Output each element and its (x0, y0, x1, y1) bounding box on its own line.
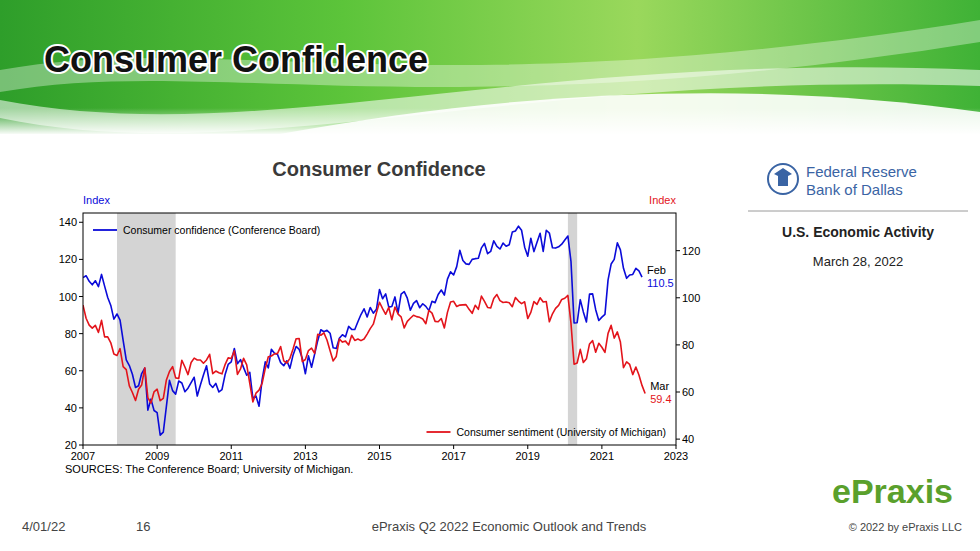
y-tick-label: 80 (65, 328, 77, 340)
shaded-period (117, 213, 176, 445)
y-tick-label: 140 (59, 216, 77, 228)
report-title: U.S. Economic Activity (782, 224, 934, 240)
x-tick (231, 445, 232, 449)
x-tick-label: 2009 (145, 450, 169, 462)
legend-swatch (93, 229, 117, 231)
end-value-text: 110.5 (647, 277, 674, 289)
footer-title: ePraxis Q2 2022 Economic Outlook and Tre… (372, 519, 647, 534)
footer: 4/01/22 16 ePraxis Q2 2022 Economic Outloo… (22, 519, 962, 534)
org-name: Federal Reserve (806, 163, 917, 180)
y2-tick (676, 392, 680, 393)
y-tick (79, 296, 83, 297)
x-tick-label: 2007 (71, 450, 95, 462)
y2-tick (676, 439, 680, 440)
y-tick (79, 370, 83, 371)
y2-tick-label: 120 (682, 245, 700, 257)
x-tick-label: 2017 (441, 450, 465, 462)
org-name: Bank of Dallas (806, 181, 903, 198)
fed-eagle (774, 168, 792, 186)
x-tick (379, 445, 380, 449)
x-tick-label: 2013 (293, 450, 317, 462)
legend-label: Consumer sentiment (University of Michig… (457, 426, 667, 438)
footer-date: 4/01/22 (22, 519, 65, 534)
x-tick (83, 445, 84, 449)
logo: ePraxis (832, 472, 953, 510)
end-label-text: Mar (650, 380, 669, 392)
y2-tick-label: 60 (682, 386, 694, 398)
y-tick-label: 40 (65, 402, 77, 414)
x-tick-label: 2023 (664, 450, 688, 462)
y2-axis-label: Index (649, 194, 676, 206)
y2-tick (676, 250, 680, 251)
header: Consumer Confidence (0, 0, 980, 135)
y2-tick-label: 100 (682, 292, 700, 304)
x-tick (305, 445, 306, 449)
legend-swatch (427, 431, 451, 433)
y2-tick (676, 297, 680, 298)
slide-title: Consumer Confidence (44, 39, 428, 80)
report-date: March 28, 2022 (813, 254, 903, 269)
series-line (83, 226, 642, 435)
end-value-text: 59.4 (650, 393, 671, 405)
source-panel: Federal ReserveBank of Dallas U.S. Econom… (748, 163, 968, 269)
chart: Consumer Confidence 2007 2009 2011 2013 2015 2… (59, 158, 701, 475)
x-tick (527, 445, 528, 449)
y-tick (79, 259, 83, 260)
x-tick (601, 445, 602, 449)
y-tick (79, 333, 83, 334)
plot-area (83, 213, 645, 445)
y-tick (79, 407, 83, 408)
plot-frame (83, 213, 676, 445)
y2-tick-label: 40 (682, 433, 694, 445)
y-tick-label: 100 (59, 291, 77, 303)
chart-source: SOURCES: The Conference Board; Universit… (65, 463, 353, 475)
x-tick-label: 2021 (590, 450, 614, 462)
x-tick (157, 445, 158, 449)
chart-title: Consumer Confidence (272, 158, 485, 180)
x-tick-label: 2011 (219, 450, 243, 462)
copyright: © 2022 by ePraxis LLC (849, 521, 962, 533)
y2-tick-label: 80 (682, 339, 694, 351)
y-tick-label: 20 (65, 439, 77, 451)
legend: Consumer confidence (Conference Board) Co… (93, 224, 666, 438)
x-tick-label: 2019 (516, 450, 540, 462)
slide-body (0, 134, 980, 551)
x-tick (676, 445, 677, 449)
y2-tick (676, 344, 680, 345)
y-tick (79, 445, 83, 446)
header-band (0, 0, 980, 134)
fed-seal (768, 164, 798, 194)
y-axis-label: Index (83, 194, 110, 206)
logo-text: ePraxis (832, 472, 953, 510)
y-tick-label: 60 (65, 365, 77, 377)
slide: Consumer Confidence Federal ReserveBank o… (0, 0, 980, 551)
divider (748, 211, 968, 212)
page-number: 16 (136, 519, 150, 534)
y-tick (79, 222, 83, 223)
y-tick-label: 120 (59, 253, 77, 265)
end-label: Mar59.4 (650, 380, 671, 405)
x-tick-label: 2015 (367, 450, 391, 462)
x-tick (453, 445, 454, 449)
header-fade (0, 108, 980, 135)
series-line (83, 294, 645, 403)
legend-label: Consumer confidence (Conference Board) (123, 224, 320, 236)
end-label-text: Feb (647, 264, 666, 276)
end-label: Feb110.5 (647, 264, 674, 289)
